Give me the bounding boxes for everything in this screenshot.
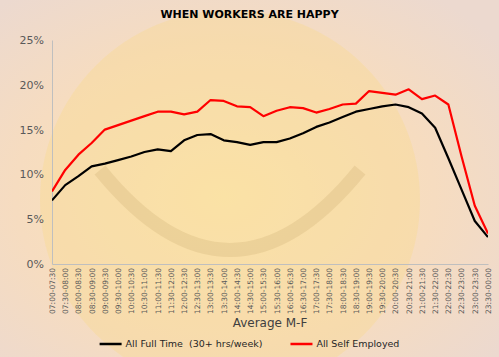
x-tick: 13:30-14:00 <box>220 264 229 314</box>
x-tick-label: 21:00-21:30 <box>418 268 427 314</box>
x-tick: 22:30-23:00 <box>457 264 466 314</box>
x-tick: 15:00-15:30 <box>259 264 268 314</box>
x-tick: 17:30-18:00 <box>325 264 334 314</box>
legend-item: All Full Time (30+ hrs/week) <box>100 338 263 349</box>
legend-swatch <box>100 343 122 346</box>
y-axis: 0% 5% 10% 15% 20% 25% <box>20 34 53 271</box>
x-tick-label: 20:30-21:00 <box>405 268 414 314</box>
x-tick-label: 10:30-11:00 <box>140 268 149 314</box>
x-tick: 23:30-00:00 <box>484 264 493 314</box>
x-tick-label: 11:00-11:30 <box>154 268 163 314</box>
x-tick: 07:30-08:00 <box>61 264 70 314</box>
x-tick: 09:00-09:30 <box>101 264 110 314</box>
x-tick-label: 19:30-20:00 <box>378 268 387 314</box>
x-axis: 07:00-07:30 07:30-08:00 08:00-08:30 08:30-0… <box>48 264 493 314</box>
x-tick: 19:00-19:30 <box>365 264 374 314</box>
x-tick: 11:00-11:30 <box>154 264 163 314</box>
x-tick: 14:30-15:00 <box>246 264 255 314</box>
x-tick: 07:00-07:30 <box>48 264 57 314</box>
x-tick-label: 08:30-09:00 <box>88 268 97 314</box>
x-tick-label: 15:30-16:00 <box>273 268 282 314</box>
series-line <box>52 89 488 233</box>
x-tick: 16:00-16:30 <box>286 264 295 314</box>
background-smile <box>100 170 360 250</box>
x-tick: 20:30-21:00 <box>405 264 414 314</box>
x-tick: 22:00-22:30 <box>444 264 453 314</box>
y-tick: 5% <box>27 213 52 226</box>
x-tick-label: 14:30-15:00 <box>246 268 255 314</box>
y-tick-label: 25% <box>20 34 44 47</box>
x-tick: 12:30-13:00 <box>193 264 202 314</box>
x-tick-label: 07:00-07:30 <box>48 268 57 314</box>
x-tick-label: 18:30-19:00 <box>352 268 361 314</box>
x-tick: 18:30-19:00 <box>352 264 361 314</box>
x-tick: 14:00-14:30 <box>233 264 242 314</box>
x-tick-label: 16:00-16:30 <box>286 268 295 314</box>
x-tick: 10:00-10:30 <box>127 264 136 314</box>
y-tick: 15% <box>20 124 52 137</box>
x-tick-label: 14:00-14:30 <box>233 268 242 314</box>
y-tick: 10% <box>20 168 52 181</box>
x-tick-label: 08:00-08:30 <box>74 268 83 314</box>
y-tick-label: 5% <box>27 213 44 226</box>
chart-title: WHEN WORKERS ARE HAPPY <box>160 8 339 21</box>
x-tick: 09:30-10:00 <box>114 264 123 314</box>
legend-item: All Self Employed <box>290 338 399 349</box>
x-tick-label: 12:30-13:00 <box>193 268 202 314</box>
x-tick-label: 13:30-14:00 <box>220 268 229 314</box>
x-tick-label: 20:00-20:30 <box>391 268 400 314</box>
x-tick-label: 10:00-10:30 <box>127 268 136 314</box>
x-tick-label: 23:30-00:00 <box>484 268 493 314</box>
x-tick-label: 19:00-19:30 <box>365 268 374 314</box>
x-tick: 20:00-20:30 <box>391 264 400 314</box>
x-tick-label: 09:30-10:00 <box>114 268 123 314</box>
y-axis-line <box>52 41 53 265</box>
y-tick-label: 0% <box>27 258 44 271</box>
legend: All Full Time (30+ hrs/week) All Self Emp… <box>100 338 400 349</box>
plot-area <box>52 89 488 237</box>
x-tick-label: 22:30-23:00 <box>457 268 466 314</box>
y-tick: 25% <box>20 34 52 47</box>
x-tick: 08:30-09:00 <box>88 264 97 314</box>
x-tick-label: 12:00-12:30 <box>180 268 189 314</box>
x-tick: 15:30-16:00 <box>273 264 282 314</box>
x-tick-label: 17:30-18:00 <box>325 268 334 314</box>
x-tick: 19:30-20:00 <box>378 264 387 314</box>
x-tick: 13:00-13:30 <box>206 264 215 314</box>
x-tick: 11:30-12:00 <box>167 264 176 314</box>
x-tick: 18:00-18:30 <box>339 264 348 314</box>
x-tick-label: 13:00-13:30 <box>206 268 215 314</box>
x-tick-label: 18:00-18:30 <box>339 268 348 314</box>
legend-swatch <box>290 343 312 346</box>
x-tick-label: 21:30-22:00 <box>431 268 440 314</box>
legend-label: All Self Employed <box>316 338 399 349</box>
x-tick-label: 23:00-23:30 <box>471 268 480 314</box>
x-tick: 12:00-12:30 <box>180 264 189 314</box>
x-tick-label: 22:00-22:30 <box>444 268 453 314</box>
chart-svg: 0% 5% 10% 15% 20% 25% 07:00-07:30 07:30-08:00 08… <box>0 0 499 357</box>
x-tick: 21:30-22:00 <box>431 264 440 314</box>
x-tick: 21:00-21:30 <box>418 264 427 314</box>
x-tick: 08:00-08:30 <box>74 264 83 314</box>
y-tick: 20% <box>20 79 52 92</box>
x-tick: 10:30-11:00 <box>140 264 149 314</box>
chart-container: 0% 5% 10% 15% 20% 25% 07:00-07:30 07:30-08:00 08… <box>0 0 499 357</box>
y-tick-label: 20% <box>20 79 44 92</box>
x-tick-label: 17:00-17:30 <box>312 268 321 314</box>
x-tick-label: 11:30-12:00 <box>167 268 176 314</box>
y-tick-label: 15% <box>20 124 44 137</box>
x-tick-label: 15:00-15:30 <box>259 268 268 314</box>
x-axis-title: Average M-F <box>233 316 308 330</box>
x-axis-line <box>53 264 489 265</box>
legend-label: All Full Time (30+ hrs/week) <box>126 338 263 349</box>
x-tick-label: 07:30-08:00 <box>61 268 70 314</box>
background-smiley <box>40 10 420 357</box>
y-tick-label: 10% <box>20 168 44 181</box>
x-tick: 17:00-17:30 <box>312 264 321 314</box>
x-tick-label: 09:00-09:30 <box>101 268 110 314</box>
x-tick-label: 16:30-17:00 <box>299 268 308 314</box>
x-tick: 16:30-17:00 <box>299 264 308 314</box>
x-tick: 23:00-23:30 <box>471 264 480 314</box>
